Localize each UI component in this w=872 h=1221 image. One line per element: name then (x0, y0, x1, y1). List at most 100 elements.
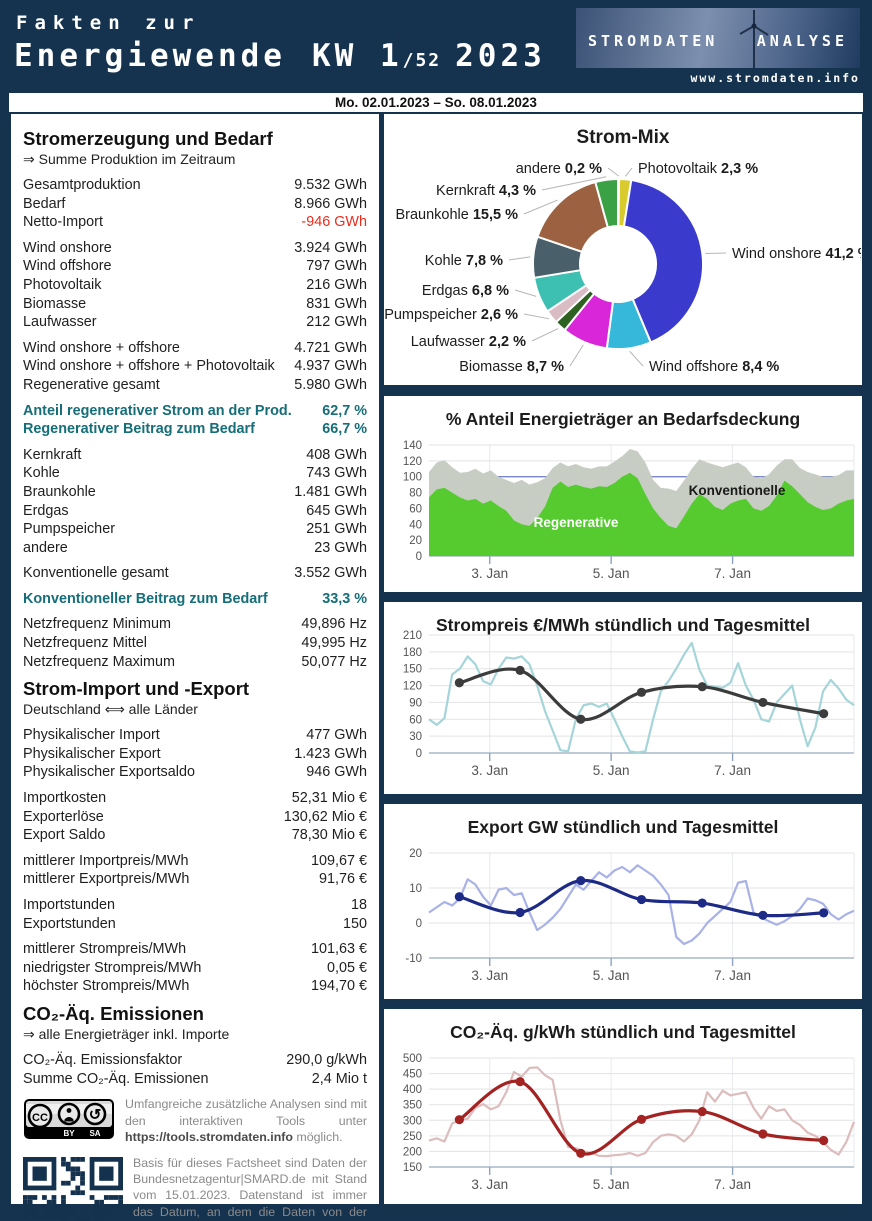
stat-label: höchster Strompreis/MWh (23, 978, 190, 995)
area-series (429, 472, 854, 556)
stat-value: 251 GWh (306, 521, 367, 538)
x-tick-label: 3. Jan (471, 1177, 508, 1192)
area-annotation: Konventionelle (689, 483, 786, 498)
stat-row: Pumpspeicher 251 GWh (23, 520, 367, 539)
y-tick-label: 120 (403, 456, 422, 468)
logo-url[interactable]: www.stromdaten.info (690, 71, 860, 85)
stat-row: Summe CO₂-Äq. Emissionen 2,4 Mio t (23, 1070, 367, 1089)
stat-value: 216 GWh (306, 276, 367, 293)
stat-row: Exportstunden 150 (23, 915, 367, 934)
stat-label: Netzfrequenz Minimum (23, 616, 171, 633)
source-note: Basis für dieses Factsheet sind Daten de… (133, 1155, 367, 1219)
y-tick-label: 250 (403, 1131, 422, 1143)
strompreis-panel: Strompreis €/MWh stündlich und Tagesmitt… (383, 601, 863, 795)
y-tick-label: 500 (403, 1053, 422, 1065)
stats-column: Stromerzeugung und Bedarf ⇒ Summe Produkt… (10, 113, 380, 1221)
stat-label: Braunkohle (23, 483, 96, 500)
svg-text:BY: BY (63, 1129, 75, 1138)
stat-value: 49,995 Hz (301, 635, 367, 652)
donut-label-Wind-offshore: Wind offshore 8,4 % (649, 359, 779, 375)
donut-leader-line (607, 167, 619, 177)
donut-leader-line (523, 313, 550, 320)
wind-turbine-icon (739, 10, 769, 68)
stat-value: 212 GWh (306, 314, 367, 331)
donut-leader-line (541, 176, 607, 191)
stat-label: niedrigster Strompreis/MWh (23, 959, 202, 976)
stat-value: 49,896 Hz (301, 616, 367, 633)
daily-mean-point (636, 1114, 647, 1124)
stat-value: 797 GWh (306, 258, 367, 275)
daily-mean-point (515, 665, 525, 675)
stat-value: 78,30 Mio € (291, 827, 367, 844)
title-kw: KW 1 (311, 38, 403, 74)
stat-label: mittlerer Strompreis/MWh (23, 941, 187, 958)
daily-mean-point (697, 1106, 707, 1117)
stat-value: 33,3 % (322, 590, 367, 607)
donut-leader-line (625, 167, 633, 177)
title-main: Energiewende (14, 38, 286, 74)
section-subtitle: ⇒ Summe Produktion im Zeitraum (23, 151, 236, 167)
stat-label: Konventionelle gesamt (23, 565, 169, 582)
stat-value: 408 GWh (306, 446, 367, 463)
stat-row: Regenerative gesamt 5.980 GWh (23, 376, 367, 395)
stat-label: mittlerer Exportpreis/MWh (23, 871, 190, 888)
page-header: Fakten zur Energiewende KW 1/52 2023 STROM… (0, 0, 872, 92)
donut-label-Wind-onshore: Wind onshore 41,2 % (732, 246, 861, 262)
tools-link[interactable]: https://tools.stromdaten.info (125, 1129, 293, 1144)
stat-label: Gesamtproduktion (23, 177, 141, 193)
svg-text:CC: CC (32, 1112, 48, 1124)
stat-value: 66,7 % (322, 421, 367, 438)
daily-mean-point (819, 908, 829, 918)
daily-mean-point (758, 1129, 768, 1139)
y-tick-label: 100 (403, 472, 422, 484)
svg-text:SA: SA (89, 1129, 100, 1138)
stat-label: Regenerative gesamt (23, 376, 160, 393)
stat-label: Erdgas (23, 502, 69, 519)
daily-mean-point (697, 682, 707, 692)
export-title: Export GW stündlich und Tagesmittel (467, 817, 779, 837)
stat-value: 4.721 GWh (294, 339, 367, 356)
stat-row: mittlerer Strompreis/MWh 101,63 € (23, 940, 367, 959)
stat-row: Export Saldo 78,30 Mio € (23, 826, 367, 845)
donut-leader-line (514, 289, 537, 297)
stat-value: 477 GWh (306, 727, 367, 744)
co2-panel: CO₂-Äq. g/kWh stündlich und Tagesmittel … (383, 1008, 863, 1205)
stat-row: Physikalischer Import 477 GWh (23, 726, 367, 745)
stat-label: andere (23, 539, 68, 556)
y-tick-label: 140 (403, 440, 422, 452)
stat-row: Wind onshore + offshore 4.721 GWh (23, 339, 367, 358)
daily-mean-point (636, 687, 647, 697)
x-tick-label: 3. Jan (471, 968, 508, 983)
y-tick-label: 20 (409, 848, 422, 860)
x-tick-label: 5. Jan (593, 566, 630, 581)
y-tick-label: 0 (416, 748, 422, 760)
donut-leader-line (508, 256, 531, 261)
x-tick-label: 3. Jan (471, 566, 508, 581)
stat-row: Wind onshore + offshore + Photovoltaik 4.… (23, 357, 367, 376)
stat-label: Netzfrequenz Mittel (23, 635, 147, 652)
stat-label: Kernkraft (23, 446, 82, 463)
y-tick-label: 210 (403, 630, 422, 642)
y-tick-label: 350 (403, 1100, 422, 1112)
stat-label: Wind onshore + offshore + Photovoltaik (23, 358, 275, 375)
stat-row: Regenerativer Beitrag zum Bedarf 66,7 % (23, 420, 367, 439)
stat-label: Physikalischer Export (23, 745, 161, 762)
daily-mean-point (454, 678, 464, 688)
stat-row: Netzfrequenz Mittel 49,995 Hz (23, 634, 367, 653)
stat-row: niedrigster Strompreis/MWh 0,05 € (23, 959, 367, 978)
stat-row: Physikalischer Export 1.423 GWh (23, 745, 367, 764)
stat-row: Bedarf 8.966 GWh (23, 195, 367, 214)
stat-row: mittlerer Exportpreis/MWh 91,76 € (23, 870, 367, 889)
daily-mean-point (576, 876, 586, 886)
stat-row: Physikalischer Exportsaldo 946 GWh (23, 763, 367, 782)
stat-value: 50,077 Hz (301, 653, 367, 670)
y-tick-label: 80 (409, 488, 422, 500)
area-annotation: Regenerative (534, 515, 619, 530)
stat-label: Export Saldo (23, 827, 106, 844)
stat-row: Importstunden 18 (23, 896, 367, 915)
stat-label: Wind offshore (23, 258, 112, 275)
y-tick-label: 200 (403, 1146, 422, 1158)
stat-label: Wind onshore + offshore (23, 339, 180, 356)
stat-label: Kohle (23, 465, 60, 482)
